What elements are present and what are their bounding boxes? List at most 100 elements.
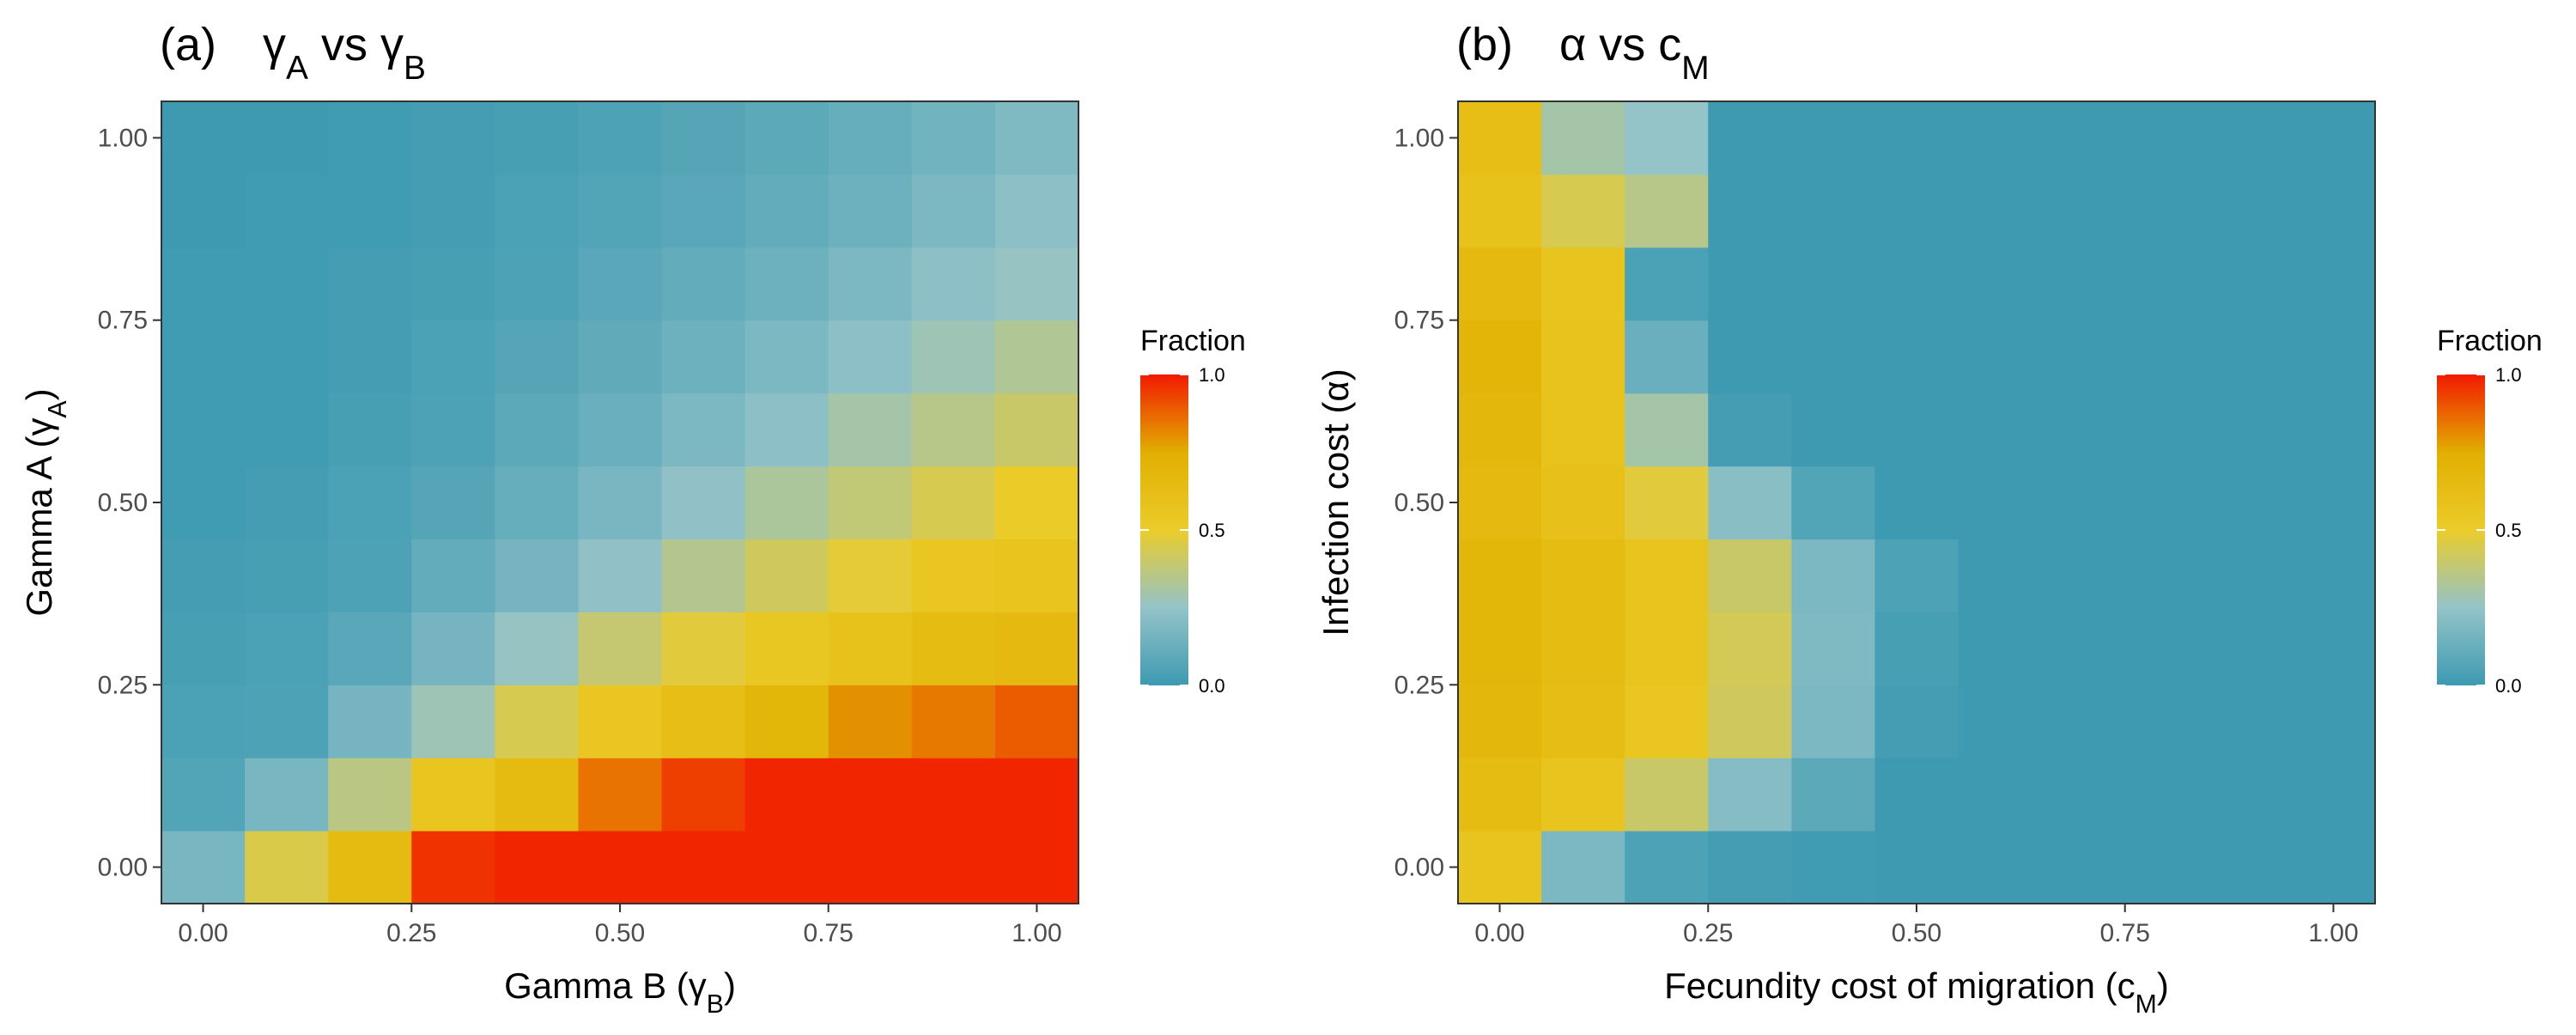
heatmap-cell — [2124, 174, 2209, 248]
heatmap-cell — [994, 320, 1079, 394]
heatmap-cell — [1958, 466, 2043, 540]
x-axis-title-text: Fecundity cost of migration (c — [1664, 965, 2136, 1006]
heatmap-cell — [1458, 320, 1542, 394]
heatmap-cell — [1625, 247, 1709, 321]
heatmap-cell — [161, 831, 246, 904]
heatmap-cell — [1458, 466, 1542, 540]
heatmap-cell — [661, 612, 746, 685]
heatmap-cell — [1458, 174, 1542, 248]
heatmap-cell — [1625, 831, 1709, 904]
heatmap-cell — [1874, 685, 1959, 758]
heatmap-cell — [328, 831, 412, 904]
heatmap-cell — [1458, 101, 1542, 175]
heatmap-cell — [1708, 758, 1792, 831]
heatmap-cell — [828, 831, 913, 904]
heatmap-cell — [1708, 685, 1792, 758]
heatmap-cell — [2208, 393, 2293, 467]
heatmap-cell — [578, 174, 663, 248]
heatmap-cell — [495, 612, 580, 685]
heatmap-cell — [2124, 685, 2209, 758]
heatmap-cell — [2291, 685, 2376, 758]
heatmap-cell — [578, 466, 663, 540]
y-tick-label: 1.00 — [1394, 124, 1444, 152]
heatmap-cell — [1708, 320, 1792, 394]
heatmap-cell — [661, 466, 746, 540]
heatmap-cell — [2041, 539, 2126, 612]
heatmap-cell — [411, 831, 495, 904]
x-tick-label: 0.50 — [595, 919, 645, 947]
heatmap-cell — [2041, 174, 2126, 248]
heatmap-cell — [161, 685, 246, 758]
heatmap-cell — [1791, 393, 1876, 467]
heatmap-cell — [1708, 831, 1792, 904]
heatmap-cell — [911, 393, 996, 467]
heatmap-cells — [1458, 101, 2376, 904]
heatmap-cell — [1541, 247, 1625, 321]
heatmap-cell — [828, 393, 913, 467]
heatmap-cell — [661, 539, 746, 612]
heatmap-cell — [1541, 174, 1625, 248]
heatmap-cell — [161, 758, 246, 831]
heatmap-cell — [2291, 466, 2376, 540]
heatmap-cell — [1791, 247, 1876, 321]
heatmap-cell — [661, 831, 746, 904]
heatmap-cell — [744, 685, 829, 758]
heatmap-cell — [2041, 393, 2126, 467]
heatmap-cell — [1874, 174, 1959, 248]
x-tick-label: 0.75 — [2100, 919, 2150, 947]
heatmap-cell — [2291, 174, 2376, 248]
heatmap-cell — [1958, 758, 2043, 831]
heatmap-cell — [161, 101, 246, 175]
heatmap-cell — [661, 101, 746, 175]
heatmap-cell — [2124, 758, 2209, 831]
panel-title: α vs cM — [1559, 19, 1710, 87]
heatmap-cell — [161, 612, 246, 685]
heatmap-cell — [161, 466, 246, 540]
panel-title-text: γ — [380, 19, 404, 70]
legend-tick-label: 0.0 — [1199, 675, 1225, 697]
heatmap-cell — [495, 758, 580, 831]
legend-tick-label: 0.5 — [1199, 520, 1225, 541]
heatmap-cell — [1458, 393, 1542, 467]
x-axis-title-text: Gamma B (γ — [504, 965, 707, 1006]
heatmap-cell — [1708, 393, 1792, 467]
panel-title-text: α — [1559, 19, 1586, 70]
y-axis-title-text: Gamma A (γ — [19, 418, 59, 617]
heatmap-cell — [911, 101, 996, 175]
heatmap-cell — [411, 393, 495, 467]
heatmap-cell — [1708, 174, 1792, 248]
heatmap-cell — [744, 101, 829, 175]
heatmap-cell — [1458, 758, 1542, 831]
heatmap-cell — [744, 758, 829, 831]
x-axis-title: Gamma B (γB) — [504, 965, 736, 1019]
heatmap-cell — [1541, 539, 1625, 612]
heatmap-cell — [828, 320, 913, 394]
heatmap-cell — [911, 174, 996, 248]
heatmap-cell — [2041, 101, 2126, 175]
heatmap-cell — [1458, 612, 1542, 685]
heatmap-cell — [911, 758, 996, 831]
heatmap-cell — [2291, 101, 2376, 175]
panel-title-subscript: B — [404, 50, 426, 87]
heatmap-cell — [578, 101, 663, 175]
legend-tick-label: 1.0 — [2495, 364, 2522, 386]
heatmap-cell — [161, 174, 246, 248]
heatmap-cell — [744, 174, 829, 248]
heatmap-cell — [2124, 831, 2209, 904]
x-axis-title: Fecundity cost of migration (cM) — [1664, 965, 2169, 1019]
heatmap-cell — [994, 101, 1079, 175]
y-axis-title: Gamma A (γA) — [19, 388, 72, 616]
y-tick-label: 0.25 — [98, 671, 148, 699]
y-tick-label: 0.00 — [1394, 854, 1444, 882]
heatmap-cell — [161, 539, 246, 612]
heatmap-cell — [2041, 320, 2126, 394]
heatmap-cell — [1874, 539, 1959, 612]
heatmap-cell — [495, 831, 580, 904]
color-legend: Fraction 0.0 0.5 1.0 — [1140, 325, 1246, 697]
heatmap-cell — [2208, 758, 2293, 831]
legend-title: Fraction — [1140, 325, 1246, 357]
heatmap-cell — [828, 685, 913, 758]
heatmap-cell — [2208, 320, 2293, 394]
heatmap-cell — [1541, 758, 1625, 831]
